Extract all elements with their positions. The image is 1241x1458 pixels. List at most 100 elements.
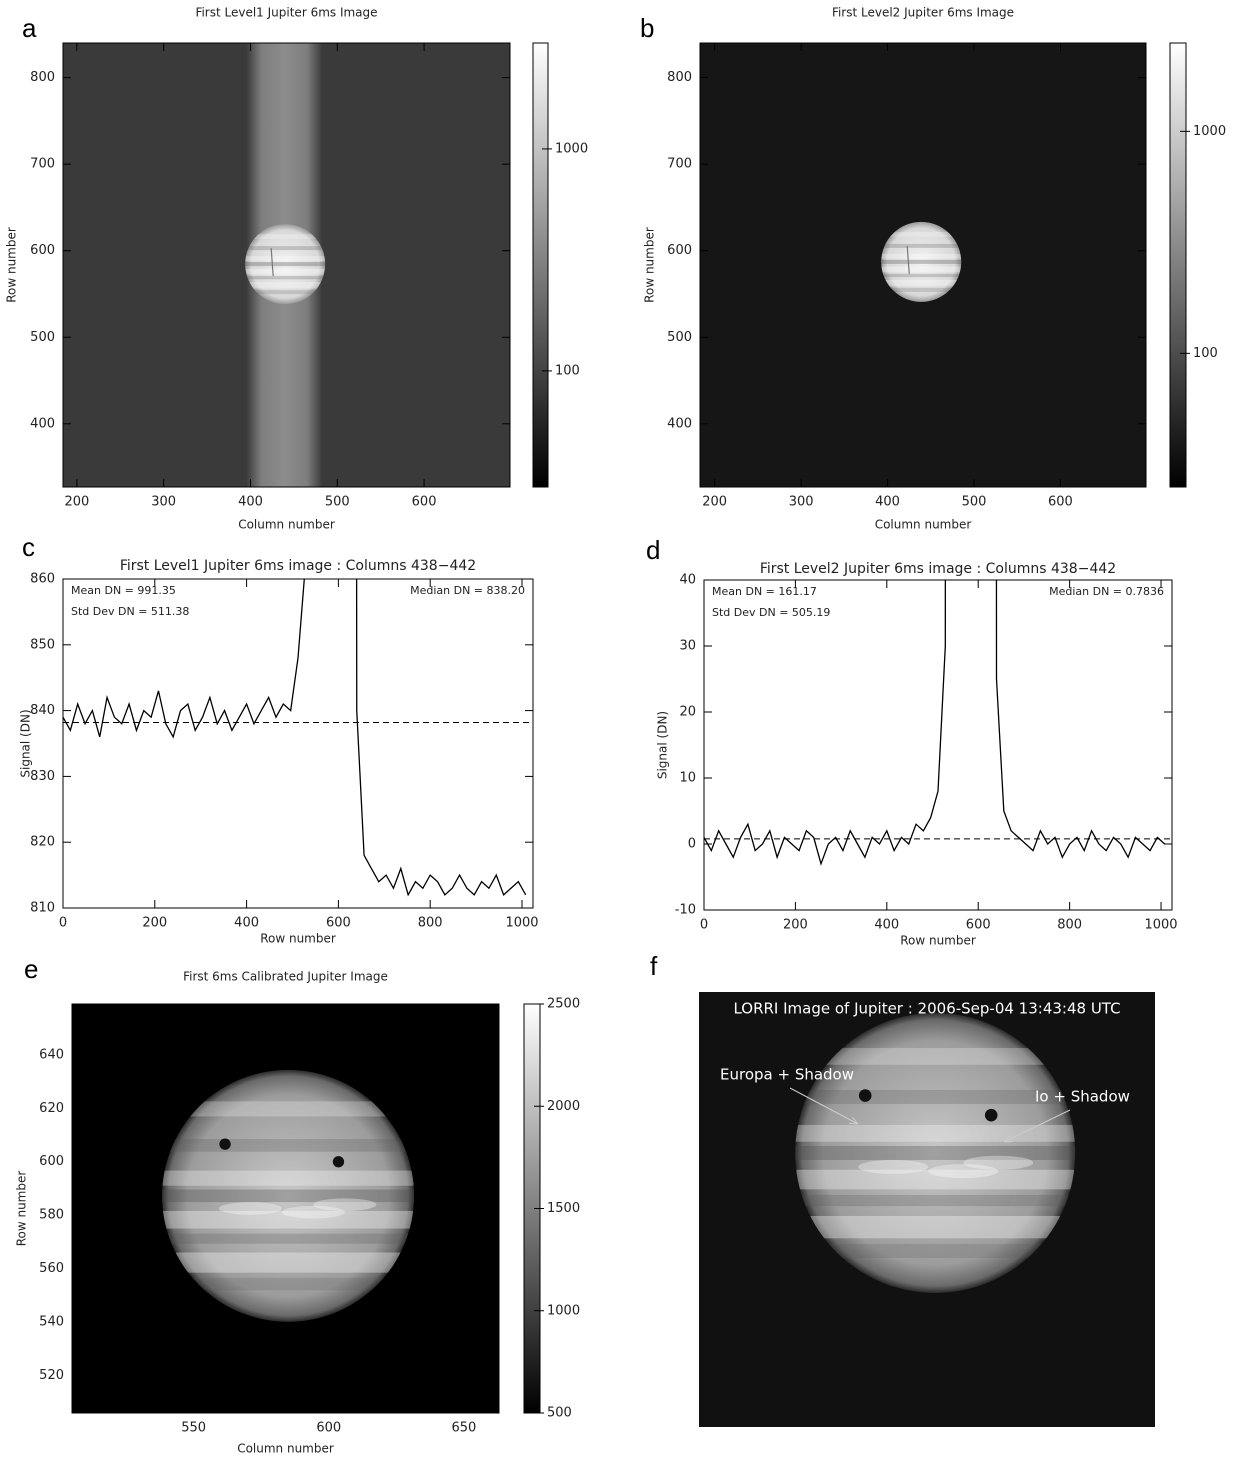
signal-line xyxy=(63,579,527,897)
chart-title: First 6ms Calibrated Jupiter Image xyxy=(183,970,388,984)
annotation: Europa + Shadow xyxy=(720,1066,854,1084)
y-tick-label: 600 xyxy=(30,243,55,258)
plot-frame xyxy=(62,578,534,909)
arrow-head xyxy=(1003,1134,1014,1143)
cloud-band xyxy=(881,243,962,248)
arrow-head xyxy=(848,1116,859,1125)
storm xyxy=(963,1155,1034,1170)
x-axis-label: Row number xyxy=(260,932,336,946)
y-tick-label: 560 xyxy=(39,1261,64,1276)
cloud-band xyxy=(162,1170,415,1186)
y-tick-label: -10 xyxy=(675,903,696,918)
y-tick-label: 700 xyxy=(667,157,692,172)
cloud-band xyxy=(245,276,326,280)
y-tick-label: 810 xyxy=(30,901,55,916)
panel-letter: f xyxy=(650,951,658,981)
x-axis-label: Column number xyxy=(875,518,972,532)
x-tick-label: 200 xyxy=(702,495,727,510)
cloud-band xyxy=(881,279,962,287)
planet-disk xyxy=(245,224,326,305)
y-tick-label: 800 xyxy=(667,70,692,85)
x-tick-label: 400 xyxy=(234,916,259,931)
x-tick-label: 200 xyxy=(142,916,167,931)
y-tick-label: 620 xyxy=(39,1101,64,1116)
y-tick-label: 400 xyxy=(30,416,55,431)
moon-shadow xyxy=(270,248,274,277)
cloud-band xyxy=(245,268,326,275)
y-tick-label: 20 xyxy=(679,705,696,720)
x-tick-label: 500 xyxy=(325,495,350,510)
cloud-band xyxy=(881,273,962,278)
plot-frame xyxy=(703,579,1173,911)
cloud-band xyxy=(881,287,962,292)
moon-shadow xyxy=(219,1138,231,1150)
colorbar-tick-label: 2500 xyxy=(547,997,580,1012)
cloud-band xyxy=(245,234,326,239)
colorbar-tick-label: 1000 xyxy=(555,141,588,156)
plot-area xyxy=(704,580,1172,866)
x-tick-label: 800 xyxy=(1057,918,1082,933)
cloud-band xyxy=(881,253,962,259)
cloud-band xyxy=(162,1252,415,1273)
cloud-band xyxy=(795,1194,1076,1207)
colorbar-tick-label: 100 xyxy=(1193,346,1218,361)
y-tick-label: 800 xyxy=(30,70,55,85)
colorbar-tick-label: 500 xyxy=(547,1406,572,1421)
chart-title: First Level1 Jupiter 6ms image : Columns… xyxy=(120,558,476,574)
storm xyxy=(218,1202,282,1215)
cloud-band xyxy=(881,259,962,264)
cloud-band xyxy=(162,1210,415,1229)
x-tick-label: 0 xyxy=(59,916,67,931)
x-axis-label: Row number xyxy=(900,934,976,948)
cloud-band xyxy=(795,1089,1076,1104)
panel-letter: d xyxy=(646,535,660,565)
chart-title: First Level2 Jupiter 6ms Image xyxy=(832,6,1014,20)
x-tick-label: 650 xyxy=(451,1421,476,1436)
cloud-band xyxy=(162,1189,415,1203)
annotation: Io + Shadow xyxy=(1035,1088,1130,1106)
y-axis-label: Signal (DN) xyxy=(19,709,33,777)
colorbar-tick-label: 1000 xyxy=(547,1303,580,1318)
x-tick-label: 1000 xyxy=(505,916,538,931)
x-tick-label: 400 xyxy=(238,495,263,510)
plot-frame xyxy=(71,1003,500,1414)
cloud-band xyxy=(162,1233,415,1244)
planet-disk xyxy=(162,1069,415,1322)
cloud-band xyxy=(162,1101,415,1117)
plot-area xyxy=(63,579,533,897)
annotation: Mean DN = 161.17 xyxy=(712,585,817,598)
y-tick-label: 600 xyxy=(39,1154,64,1169)
y-tick-label: 10 xyxy=(679,771,696,786)
x-tick-label: 400 xyxy=(874,918,899,933)
y-tick-label: 520 xyxy=(39,1368,64,1383)
annotation: Std Dev DN = 505.19 xyxy=(712,606,830,619)
panel-letter: c xyxy=(22,532,35,562)
colorbar xyxy=(1169,42,1187,488)
colorbar xyxy=(532,42,549,488)
y-tick-label: 500 xyxy=(667,330,692,345)
cloud-band xyxy=(795,1243,1076,1258)
planet-bands xyxy=(881,231,962,292)
cloud-band xyxy=(795,1047,1076,1065)
annotation-arrow xyxy=(1003,1109,1071,1143)
cloud-band xyxy=(881,231,962,237)
cloud-band xyxy=(162,1139,415,1152)
colorbar-tick-label: 1500 xyxy=(547,1201,580,1216)
panel-letter: b xyxy=(640,13,654,43)
colorbar-tick-label: 2000 xyxy=(547,1099,580,1114)
x-tick-label: 600 xyxy=(326,916,351,931)
x-tick-label: 0 xyxy=(700,918,708,933)
y-axis-label: Row number xyxy=(15,1171,29,1247)
moon-shadow xyxy=(984,1108,998,1122)
y-tick-label: 700 xyxy=(30,157,55,172)
plot-frame xyxy=(699,42,1147,488)
y-tick-label: 600 xyxy=(667,243,692,258)
y-axis-label: Row number xyxy=(643,227,657,303)
planet-disk xyxy=(881,221,962,302)
x-axis-label: Column number xyxy=(238,518,335,532)
y-tick-label: 0 xyxy=(688,837,696,852)
x-tick-label: 200 xyxy=(64,495,89,510)
colorbar-tick-label: 1000 xyxy=(1193,124,1226,139)
y-tick-label: 500 xyxy=(30,330,55,345)
